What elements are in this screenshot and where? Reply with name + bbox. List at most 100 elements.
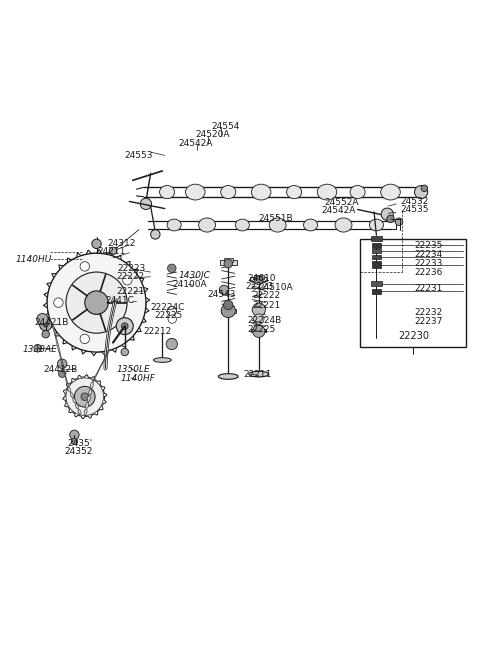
Text: 2441C: 2441C [105,296,134,305]
Ellipse shape [78,409,81,415]
Ellipse shape [93,380,94,382]
Ellipse shape [64,373,66,376]
Ellipse shape [159,185,175,198]
Text: 22222: 22222 [252,291,281,300]
Ellipse shape [105,355,107,357]
Ellipse shape [60,357,62,359]
Text: 24352: 24352 [64,447,93,456]
Circle shape [168,315,177,323]
Circle shape [85,291,108,315]
Circle shape [80,334,89,344]
Bar [372,289,381,294]
Ellipse shape [73,398,76,403]
Ellipse shape [54,329,55,332]
Bar [224,258,233,262]
Bar [254,275,264,279]
Circle shape [252,303,265,316]
Ellipse shape [67,384,68,387]
Circle shape [74,386,95,407]
Bar [221,309,236,313]
Text: 24543: 24543 [207,290,236,299]
Ellipse shape [60,353,61,356]
Circle shape [40,319,52,331]
Circle shape [253,314,264,325]
Ellipse shape [66,380,68,383]
Ellipse shape [269,218,286,232]
Circle shape [71,438,78,445]
Circle shape [254,277,263,284]
Text: 22234: 22234 [414,250,442,259]
Text: 24610: 24610 [248,274,276,283]
Ellipse shape [90,382,94,388]
Text: 22224B: 22224B [248,317,282,325]
Text: 24100A: 24100A [173,280,207,289]
Ellipse shape [89,389,92,395]
Bar [252,329,266,332]
Circle shape [123,275,132,285]
Circle shape [43,323,48,327]
Circle shape [224,300,233,309]
Ellipse shape [381,184,400,200]
Ellipse shape [56,340,58,342]
Ellipse shape [107,353,108,355]
Text: 22221: 22221 [116,287,144,296]
Circle shape [140,198,152,210]
Text: 22231: 22231 [414,284,443,293]
Text: 22212: 22212 [144,327,172,336]
Circle shape [42,330,49,338]
Text: 22211: 22211 [244,370,272,379]
Ellipse shape [96,373,97,375]
Circle shape [47,253,146,352]
Circle shape [80,261,89,271]
Ellipse shape [57,343,59,346]
Circle shape [395,218,403,225]
Circle shape [221,304,235,318]
Text: 22225: 22225 [248,325,276,334]
Text: 22221: 22221 [252,302,281,310]
Ellipse shape [235,219,250,231]
Circle shape [37,313,48,325]
Ellipse shape [108,351,109,353]
Text: 22233: 22233 [414,259,443,268]
Ellipse shape [68,387,71,392]
Text: 22235: 22235 [414,241,443,250]
Text: 1338AE: 1338AE [23,345,58,354]
Text: 24421B: 24421B [34,319,68,327]
Bar [360,239,466,348]
Text: 24211: 24211 [97,247,125,256]
Bar [372,243,381,248]
Circle shape [70,430,79,440]
Circle shape [54,298,63,307]
Text: 22230: 22230 [398,332,429,342]
Circle shape [81,393,88,401]
Text: 22223: 22223 [246,282,274,290]
Ellipse shape [85,402,89,409]
Text: 24552A: 24552A [324,198,359,207]
Ellipse shape [335,218,352,232]
Text: 24553: 24553 [125,151,153,160]
Ellipse shape [54,333,56,336]
Text: 1350LE: 1350LE [117,365,151,374]
Text: 24542A: 24542A [179,139,213,148]
Ellipse shape [63,370,65,373]
Ellipse shape [87,396,90,401]
Circle shape [116,318,133,334]
Ellipse shape [186,184,205,200]
Text: 2435': 2435' [67,439,92,448]
Ellipse shape [104,357,106,359]
Ellipse shape [55,336,57,339]
Circle shape [121,348,129,356]
Bar [372,248,381,253]
Ellipse shape [218,374,238,379]
Ellipse shape [53,326,54,329]
Circle shape [121,323,128,329]
Text: 22224C: 22224C [151,304,185,312]
Circle shape [381,208,393,220]
Ellipse shape [95,375,96,377]
Ellipse shape [167,219,181,231]
Circle shape [34,344,41,352]
Bar [372,255,381,259]
Circle shape [109,247,117,255]
Circle shape [166,338,178,350]
Text: 24554: 24554 [212,122,240,131]
